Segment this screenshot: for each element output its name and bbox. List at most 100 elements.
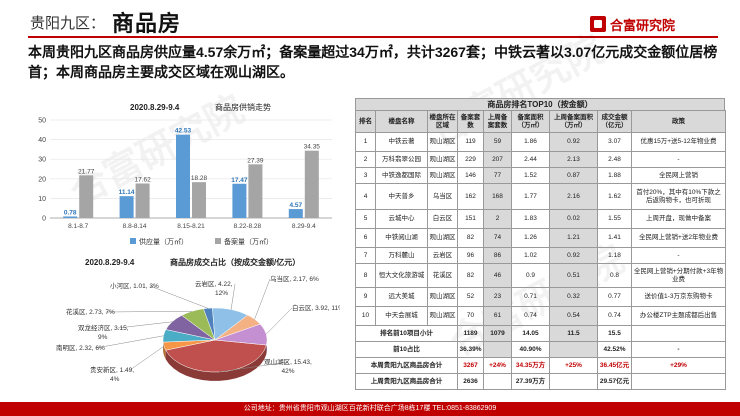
cell: 0.32 [549,287,598,307]
leader-line [149,285,208,309]
cell: 1.02 [511,247,550,264]
col-header: 上周备案套数 [483,110,512,133]
table-row: 5 云城中心 白云区 151 2 1.83 0.02 1.55 上周开盘，现做中备案 [355,209,726,229]
cell: 1.26 [511,228,550,248]
leader-line [129,345,165,371]
cell: 162 [457,183,484,210]
cell: 59 [483,132,512,152]
ranking-table-title: 商品房排名TOP10（按金额） [355,98,725,110]
cell: - [631,341,726,358]
cell: 29.57亿元 [597,373,632,390]
table-header-row: 排名 楼盘名称 楼盘所在区域 备案套数 上周备案套数 备案面积（万㎡） 上周备案… [355,110,726,133]
cell: 中铁阅山湖 [375,228,428,248]
col-header: 楼盘名称 [375,110,428,133]
brand-logo: 合富研究院 [590,14,675,34]
ranking-table-panel: 商品房排名TOP10（按金额） 排名 楼盘名称 楼盘所在区域 备案套数 上周备案… [355,98,726,390]
cell: 0.51 [549,263,598,288]
cell: 上周开盘，现做中备案 [631,209,726,229]
cell: 42.52% [597,341,632,358]
pie-label: 贵安新区, 1.49, [90,365,134,374]
pie-label: 9% [98,334,108,341]
bar-record [192,182,206,218]
cell: 远大美城 [375,287,428,307]
header-divider [28,36,718,38]
cell: +29% [631,357,726,374]
table-row: 8 恒大文化旅游城 花溪区 82 46 0.9 0.51 0.8 全民网上营销+分期付款+3年物… [355,263,726,288]
cell: 96 [457,247,484,264]
leader-line [117,321,173,329]
bar-supply [63,216,78,218]
cell: 0.54 [549,306,598,326]
cell: - [631,151,726,168]
pie-label: 12% [215,290,228,297]
table-row: 7 万科麓山 云岩区 96 86 1.02 0.92 1.18- [355,247,726,264]
cell: 2.16 [549,183,598,210]
legend-record-label: 备案量（万㎡） [224,237,273,246]
ranking-table: 排名 楼盘名称 楼盘所在区域 备案套数 上周备案套数 备案面积（万㎡） 上周备案… [355,110,726,390]
cell: 74 [483,228,512,248]
table-row: 9 远大美城 观山湖区 52 23 0.71 0.32 0.77 送价值1-3万京东购物卡 [355,287,726,307]
cell: 观山湖区 [427,167,458,184]
headline-summary: 本周贵阳九区商品房供应量4.57余万㎡；备案量超过34万㎡，共计3267套；中铁… [28,44,718,80]
cell: 1189 [457,325,484,342]
cell: 0.87 [549,167,598,184]
cell: 观山湖区 [427,306,458,326]
cell: 0.71 [511,287,550,307]
cell: 86 [483,247,512,264]
col-header: 排名 [355,110,376,133]
leader-line [219,361,289,373]
cell: 首付20%，其中有10%下款之后返购物卡，也可折现 [631,183,726,210]
data-label: 27.39 [247,157,264,164]
cell [483,341,512,358]
cell: 送价值1-3万京东购物卡 [631,287,726,307]
x-tick-label: 8.15-8.21 [177,223,205,230]
cell: 14.05 [511,325,550,342]
cell: 恒大文化旅游城 [375,263,428,288]
data-label: 42.53 [175,128,192,135]
logo-icon [590,16,606,32]
y-tick-label: 10 [38,196,46,203]
cell [549,373,598,390]
pie-label: 42% [281,368,294,375]
summary-label: 本周贵阳九区商品房合计 [355,357,458,374]
cell: 2636 [457,373,484,390]
table-row: 10 中天会展城 观山湖区 70 61 0.74 0.54 0.74 办公楼ZTP主题成都后出售 [355,306,726,326]
pie-chart-period: 2020.8.29-9.4 [85,258,135,267]
table-row: 2 万科翡翠公园 观山湖区 229 207 2.44 2.13 2.48- [355,151,726,168]
cell: 9 [355,287,376,307]
col-header: 成交金额（亿元） [597,110,632,133]
col-header: 上周备案面积（万㎡） [549,110,598,133]
leader-line [95,335,164,349]
cell: 151 [457,209,484,229]
cell: 白云区 [427,209,458,229]
data-label: 21.77 [78,168,95,175]
cell: 1.52 [511,167,550,184]
cell: 1.77 [511,183,550,210]
y-tick-label: 20 [38,176,46,183]
cell: 82 [457,228,484,248]
cell: 82 [457,263,484,288]
cell: 61 [483,306,512,326]
col-header: 备案面积（万㎡） [511,110,550,133]
cell: 1.41 [597,228,632,248]
cell: 全民网上营销 [631,167,726,184]
cell: 3.07 [597,132,632,152]
pie-label: 4% [110,376,120,383]
cell: 34.35万方 [511,357,550,374]
cell: 乌当区 [427,183,458,210]
cell: 1.88 [597,167,632,184]
bar-record [304,150,319,218]
cell [631,325,726,342]
cell: 全民网上营销+分期付款+3年物业费 [631,263,726,288]
cell: 中铁逸都国际 [375,167,428,184]
legend-swatch-supply [130,238,136,244]
cell: 中天普乡 [375,183,428,210]
cell: 1.86 [511,132,550,152]
summary-row-share: 前10占比 36.39% 40.90% 42.52% - [355,341,726,358]
table-row: 4 中天普乡 乌当区 162 168 1.77 2.16 1.62 首付20%，其中有10%下款… [355,183,726,210]
cell: 2.13 [549,151,598,168]
cell: 1.62 [597,183,632,210]
cell: 146 [457,167,484,184]
x-tick-label: 8.8-8.14 [123,223,147,230]
page-header: 贵阳九区： 商品房 合富研究院 [0,0,740,40]
